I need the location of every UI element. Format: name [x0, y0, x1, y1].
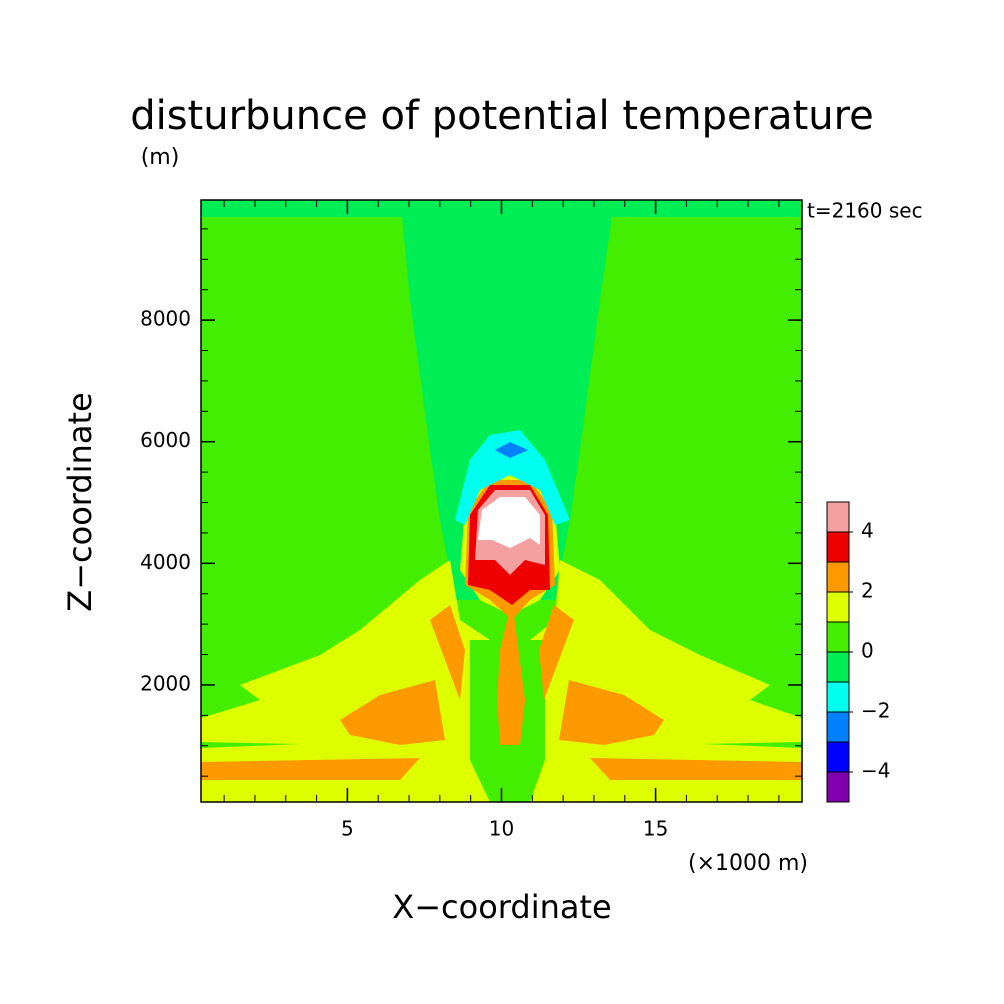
- colorbar-box: [826, 621, 850, 653]
- contour-region: [495, 442, 528, 458]
- colorbar-tick-label: 2: [861, 579, 874, 603]
- contour-field: [201, 200, 802, 802]
- contour-region: [201, 742, 300, 748]
- colorbar-box: [826, 711, 850, 743]
- colorbar-box: [826, 741, 850, 773]
- colorbar-tick-label: 4: [861, 519, 874, 543]
- colorbar-box: [826, 591, 850, 623]
- x-tick-label: 10: [489, 817, 514, 841]
- y-tick-label: 4000: [140, 550, 191, 574]
- contour-region: [340, 680, 445, 745]
- x-tick-label: 5: [341, 817, 354, 841]
- y-tick-label: 8000: [140, 307, 191, 331]
- colorbar-box: [826, 771, 850, 803]
- time-label: t=2160 sec: [807, 199, 923, 223]
- x-tick-label: 15: [643, 817, 668, 841]
- contour-region: [430, 605, 465, 700]
- x-axis-label: X−coordinate: [392, 888, 611, 926]
- colorbar-box: [826, 501, 850, 533]
- y-tick-label: 6000: [140, 428, 191, 452]
- colorbar-box: [826, 561, 850, 593]
- contour-region: [478, 497, 540, 548]
- y-tick-label: 2000: [140, 671, 191, 695]
- contour-region: [455, 430, 570, 525]
- contour-region: [539, 605, 574, 700]
- colorbar-tick-label: 0: [861, 639, 874, 663]
- colorbar-tick-label: −2: [861, 699, 890, 723]
- contour-region: [590, 758, 802, 780]
- x-unit: (×1000 m): [688, 851, 808, 876]
- contour-region: [201, 758, 420, 780]
- contour-region: [559, 680, 664, 745]
- colorbar-box: [826, 531, 850, 563]
- colorbar-box: [826, 681, 850, 713]
- colorbar-tick-label: −4: [861, 759, 890, 783]
- colorbar-box: [826, 651, 850, 683]
- y-axis-label: Z−coordinate: [61, 392, 99, 611]
- y-unit: (m): [141, 145, 180, 170]
- contour-region: [703, 742, 802, 748]
- chart-title: disturbunce of potential temperature: [130, 93, 874, 139]
- contour-region: [497, 600, 525, 745]
